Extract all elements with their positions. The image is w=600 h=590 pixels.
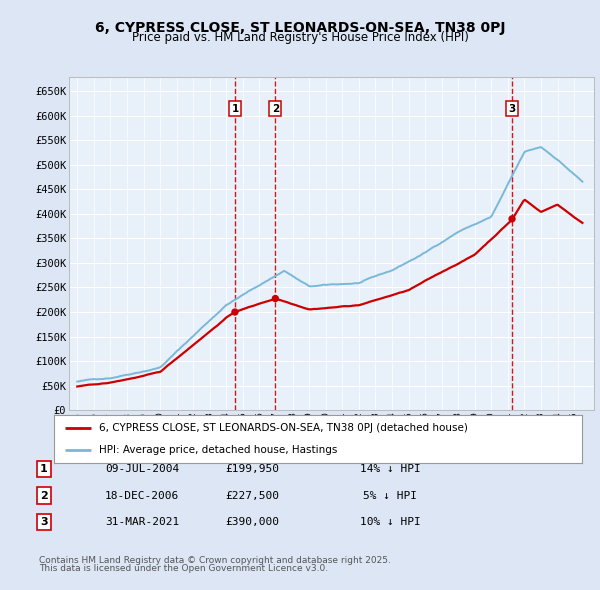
Text: 6, CYPRESS CLOSE, ST LEONARDS-ON-SEA, TN38 0PJ (detached house): 6, CYPRESS CLOSE, ST LEONARDS-ON-SEA, TN…: [99, 423, 468, 433]
Text: Price paid vs. HM Land Registry's House Price Index (HPI): Price paid vs. HM Land Registry's House …: [131, 31, 469, 44]
Text: 3: 3: [508, 104, 515, 113]
Text: 09-JUL-2004: 09-JUL-2004: [105, 464, 179, 474]
Text: 14% ↓ HPI: 14% ↓ HPI: [359, 464, 421, 474]
Point: [271, 294, 280, 303]
Text: 18-DEC-2006: 18-DEC-2006: [105, 491, 179, 500]
Text: This data is licensed under the Open Government Licence v3.0.: This data is licensed under the Open Gov…: [39, 565, 328, 573]
Text: £227,500: £227,500: [225, 491, 279, 500]
Text: HPI: Average price, detached house, Hastings: HPI: Average price, detached house, Hast…: [99, 445, 337, 455]
Text: 1: 1: [40, 464, 47, 474]
Text: 2: 2: [272, 104, 279, 113]
Text: 6, CYPRESS CLOSE, ST LEONARDS-ON-SEA, TN38 0PJ: 6, CYPRESS CLOSE, ST LEONARDS-ON-SEA, TN…: [95, 21, 505, 35]
Text: 31-MAR-2021: 31-MAR-2021: [105, 517, 179, 527]
Text: £390,000: £390,000: [225, 517, 279, 527]
Text: 5% ↓ HPI: 5% ↓ HPI: [363, 491, 417, 500]
Text: £199,950: £199,950: [225, 464, 279, 474]
Text: Contains HM Land Registry data © Crown copyright and database right 2025.: Contains HM Land Registry data © Crown c…: [39, 556, 391, 565]
Text: 10% ↓ HPI: 10% ↓ HPI: [359, 517, 421, 527]
Text: 3: 3: [40, 517, 47, 527]
Point: [507, 214, 517, 224]
Text: 2: 2: [40, 491, 47, 500]
Text: 1: 1: [232, 104, 239, 113]
Point: [230, 307, 240, 317]
